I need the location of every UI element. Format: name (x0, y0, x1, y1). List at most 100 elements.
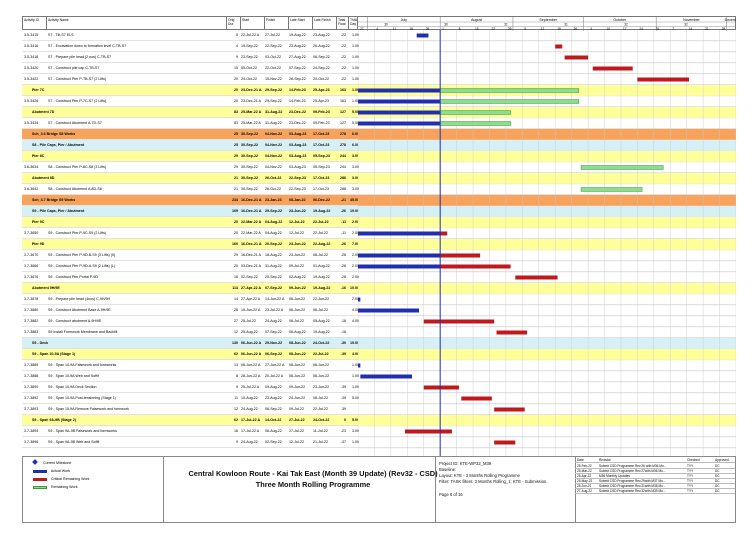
gantt-row-band (358, 239, 736, 250)
cell-dur: 9 (236, 440, 238, 444)
cell-lf: 24-Oct-22 (313, 418, 330, 422)
cell-lf: 26-Aug-22 (313, 44, 330, 48)
activity-row[interactable]: 3.7-3894 S9 - Span 9A-9B Falsework and fo… (22, 426, 736, 437)
revision-cell: Date (577, 458, 584, 462)
activity-row[interactable]: 3.5-3416 S7 - Excavation down to formatio… (22, 41, 736, 52)
cell-start: 17-Jul-22 A (241, 429, 260, 433)
col-late-finish[interactable]: Late Finish (312, 17, 336, 29)
remaining-bar (580, 187, 643, 192)
cell-tf: -26 (340, 253, 346, 257)
critical-bar (461, 396, 492, 401)
actual-bar (358, 297, 361, 302)
activity-row[interactable]: 3.7-3670 S9 - Construct Pier P-9D-B-S9 (3… (22, 250, 736, 261)
cell-tf: -26 (340, 264, 346, 268)
activity-row[interactable]: 3.5-3420 S7 - Construct pile cap C-TB-S7 1… (22, 63, 736, 74)
activity-row[interactable]: 3.5-3426 S7 - Construct Pier P-7C-S7 (2 L… (22, 96, 736, 107)
col-activity-id[interactable]: Activity ID (22, 17, 46, 29)
activity-row[interactable]: 3.7-3880 S9 - Construct Abutment Base A-9… (22, 305, 736, 316)
cell-start: 25-Aug-22 (241, 330, 258, 334)
cell-id: 3.7-3882 (24, 319, 39, 323)
critical-bar (404, 429, 452, 434)
cell-tf: -26 (340, 209, 346, 213)
activity-row[interactable]: 3.7-3676 S9 - Construct Pier Portal P-9D 1… (22, 272, 736, 283)
col-tma-day[interactable]: TMA Day (348, 17, 360, 29)
week-tick-label: 14 (689, 27, 693, 31)
remaining-bar (580, 165, 664, 170)
milestone-icon (32, 459, 38, 465)
actual-bar (360, 374, 412, 379)
activity-row[interactable]: 3.7-3650 S9 - Construct Pier P-9C-S9 (2 L… (22, 228, 736, 239)
cell-lf: 24-Sep-22 (313, 66, 330, 70)
activity-row[interactable]: 3.7-3878 S9 - Prepare pile head (4nos) C-… (22, 294, 736, 305)
cell-tf: -39 (340, 352, 346, 356)
activity-row[interactable]: 3.5-3418 S7 - Prepare pile head (2 nos) C… (22, 52, 736, 63)
week-tick-label: 17 (623, 27, 627, 31)
month-label: October (613, 18, 627, 22)
cell-start: 23-Sep-22 (241, 55, 258, 59)
revision-row: 25-Jun-22 Submit CSD Programme Rev.31with… (575, 484, 735, 489)
remaining-bar (439, 88, 579, 93)
revision-cell: 25-May-22 (577, 479, 593, 483)
layout-name: Layout: KTE - 3 Months Rolling Programme (439, 473, 520, 478)
cell-lf: 22-Jul-22 (313, 231, 328, 235)
cell-finish: 29-Sep-22 (265, 209, 282, 213)
col-orig-dur[interactable]: Orig Dur (226, 17, 240, 29)
cell-tma: 1.00 (352, 374, 359, 378)
cell-dur: 160 (232, 242, 238, 246)
cell-tma: 1.00 (352, 77, 359, 81)
cell-id: 3.7-3650 (24, 231, 39, 235)
activity-row[interactable]: 3.5-3415 S7 - Tilt-S7 ELS 5 22-Jul-22 A 27-J… (22, 30, 736, 41)
col-start[interactable]: Start (240, 17, 264, 29)
cell-lf: 23-Jun-22 (313, 385, 330, 389)
activity-row[interactable]: 3.7-3890 S9 - Span 10-9A Deck Section 9 25-… (22, 382, 736, 393)
activity-row[interactable]: 3.6-3642 S8 - Construct Abutment A-8D-S8 2… (22, 184, 736, 195)
cell-name: Abutment 8D (32, 176, 55, 180)
activity-row[interactable]: 3.7-3896 S9 - Span 9A-9B Web and Soffit 9 2… (22, 437, 736, 448)
cell-ls: 12-Jul-22 (289, 220, 305, 224)
activity-row[interactable]: 3.5-3422 S7 - Construct Pier P-TB-S7 (2 L… (22, 74, 736, 85)
cell-ls: 09-Jun-22 (289, 286, 306, 290)
cell-start: 06-Jun-22 A (241, 363, 261, 367)
week-tick-label: 21 (705, 27, 709, 31)
cell-start: 06-Jun-22 A (241, 341, 262, 345)
cell-ls: 26-Sep-22 (289, 77, 306, 81)
cell-finish: 15-Nov-22 (265, 77, 282, 81)
revision-cell: Submit CSD Programme Rev.31with M38 Mo..… (599, 484, 666, 488)
critical-work-swatch (33, 477, 47, 481)
activity-row[interactable]: 3.7-3889 S9 - Span 10-9A Falsework and fo… (22, 360, 736, 371)
cell-start: 30-Sep-22 (241, 132, 258, 136)
activity-row[interactable]: 3.7-3666 S9 - Construct Pier P-9D-A-S9 (2… (22, 261, 736, 272)
cell-dur: 20 (234, 77, 238, 81)
cell-finish: 26-Oct-22 (265, 176, 282, 180)
critical-bar (440, 231, 448, 236)
activity-row[interactable]: 3.7-3893 S9 - Span 10-9A Remove Falsework… (22, 404, 736, 415)
actual-bar (358, 231, 441, 236)
activity-row[interactable]: 3.5-3434 S7 - Construct Abutment A-7D-S7 8… (22, 118, 736, 129)
activity-row[interactable]: 3.7-3883 S9 Install Formwork Membrane and… (22, 327, 736, 338)
cell-lf: 01-Aug-22 (313, 264, 330, 268)
cell-id: 3.5-3420 (24, 66, 39, 70)
cell-id: 3.7-3893 (24, 407, 39, 411)
activity-row[interactable]: 3.6-3634 S8 - Construct Pier P-8C-S8 (3 L… (22, 162, 736, 173)
col-total-float[interactable]: Total Float (336, 17, 348, 29)
cell-tma: 1.00 (352, 33, 359, 37)
activity-row[interactable]: 3.7-3888 S9 - Span 10-9A Web and Soffit 8 2… (22, 371, 736, 382)
activity-row[interactable]: 3.7-3882 S9 - Construct abutment A-9H/9E 2… (22, 316, 736, 327)
col-late-start[interactable]: Late Start (288, 17, 312, 29)
cell-start: 16-Dec-21 A (241, 253, 261, 257)
col-finish[interactable]: Finish (264, 17, 288, 29)
actual-bar (358, 253, 441, 258)
footer-panel: Current Milestone Actual Work Critical R… (22, 456, 736, 523)
legend-remaining-work: Remaining Work (33, 484, 78, 490)
cell-lf: 08-Jul-22 (313, 253, 328, 257)
col-activity-name[interactable]: Activity Name (46, 17, 226, 29)
cell-dur: 20 (234, 231, 238, 235)
cell-ls: 27-Aug-22 (289, 55, 306, 59)
cell-lf: 22-Jul-22 (313, 220, 329, 224)
activity-row[interactable]: 3.7-3892 S9 - Span 10-9A Post-tensioning … (22, 393, 736, 404)
cell-finish: 20-Sep-22 (265, 275, 282, 279)
cell-start: 15-Jun-22 A (241, 308, 261, 312)
cell-start: 30-Sep-22 (241, 176, 258, 180)
timescale: July August September October November Decemb… (358, 17, 736, 31)
